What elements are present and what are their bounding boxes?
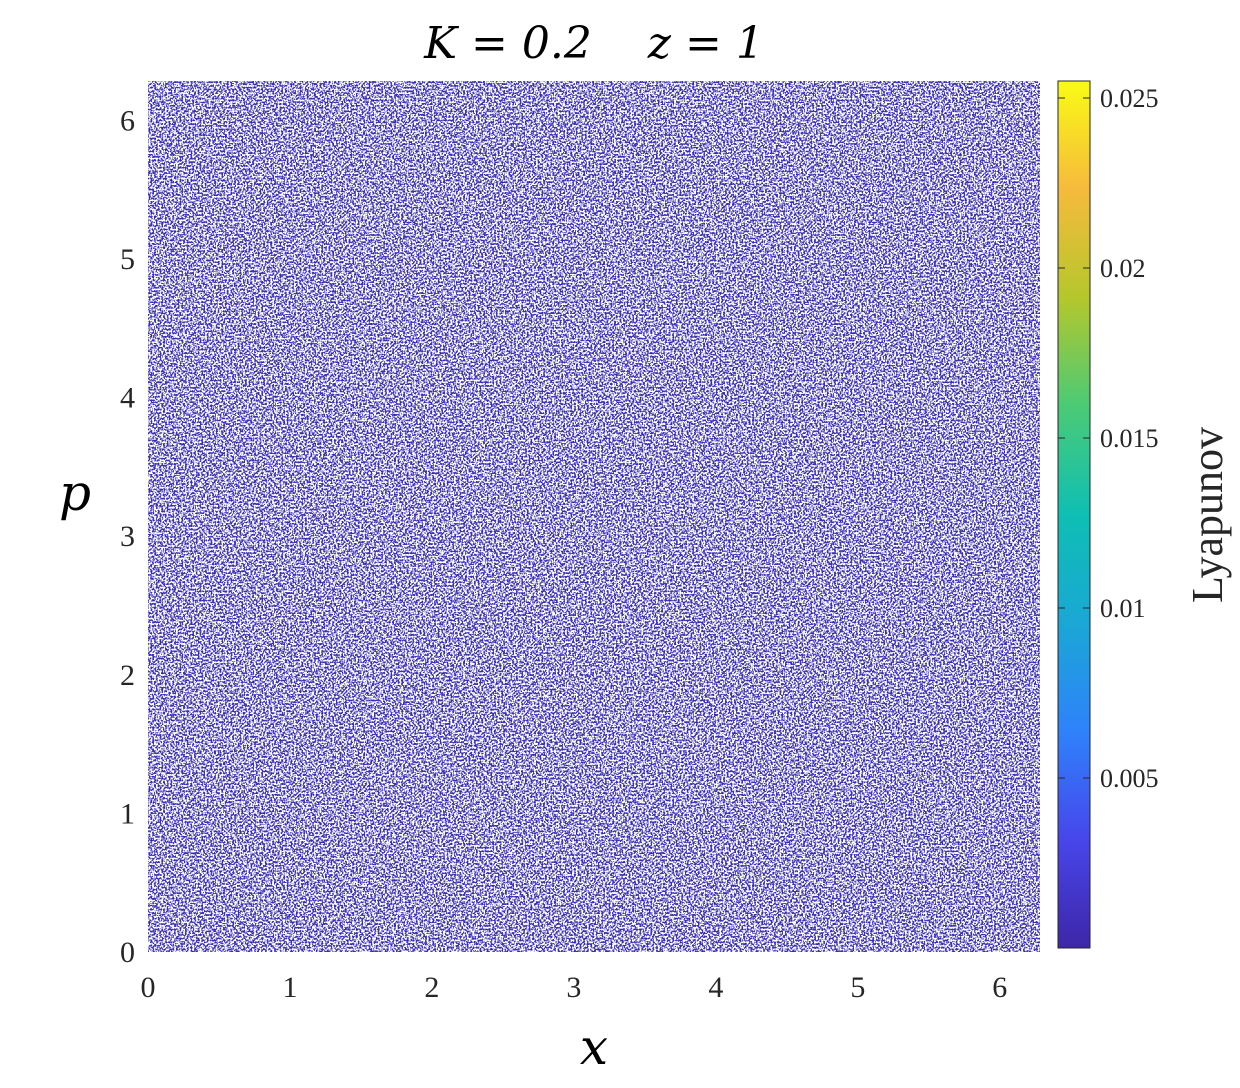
y-tick-label: 1 <box>120 797 135 830</box>
x-tick-label: 6 <box>992 971 1007 1004</box>
y-tick-label: 6 <box>120 104 135 137</box>
x-tick-label: 0 <box>141 971 156 1004</box>
y-tick-label: 5 <box>120 243 135 276</box>
x-tick-label: 1 <box>282 971 297 1004</box>
chart-title: K = 0.2 z = 1 <box>423 18 764 69</box>
x-axis-ticks: 0 1 2 3 4 5 6 <box>141 971 1008 1004</box>
x-tick-label: 5 <box>850 971 865 1004</box>
y-tick-label: 3 <box>120 520 135 553</box>
y-axis-label: p <box>59 464 91 522</box>
colorbar-tick-label: 0.005 <box>1100 764 1159 793</box>
y-tick-label: 2 <box>120 659 135 692</box>
y-tick-label: 0 <box>120 936 135 969</box>
colorbar-ticks: 0.005 0.01 0.015 0.02 0.025 <box>1058 84 1159 793</box>
y-tick-label: 4 <box>120 382 135 415</box>
x-tick-label: 3 <box>566 971 581 1004</box>
colorbar-label: Lyapunov <box>1183 427 1232 603</box>
x-tick-label: 4 <box>708 971 723 1004</box>
colorbar-tick-label: 0.01 <box>1100 594 1146 623</box>
colorbar: 0.005 0.01 0.015 0.02 0.025 Lyapunov <box>1057 80 1232 949</box>
x-tick-label: 2 <box>424 971 439 1004</box>
colorbar-tick-label: 0.02 <box>1100 254 1146 283</box>
plot-area <box>148 81 1040 952</box>
x-axis-label: x <box>580 1018 608 1076</box>
y-axis-ticks: 0 1 2 3 4 5 6 <box>120 104 135 969</box>
colorbar-tick-label: 0.015 <box>1100 424 1159 453</box>
scatter-gaps <box>148 81 1040 952</box>
colorbar-gradient <box>1057 80 1091 949</box>
colorbar-tick-label: 0.025 <box>1100 84 1159 113</box>
